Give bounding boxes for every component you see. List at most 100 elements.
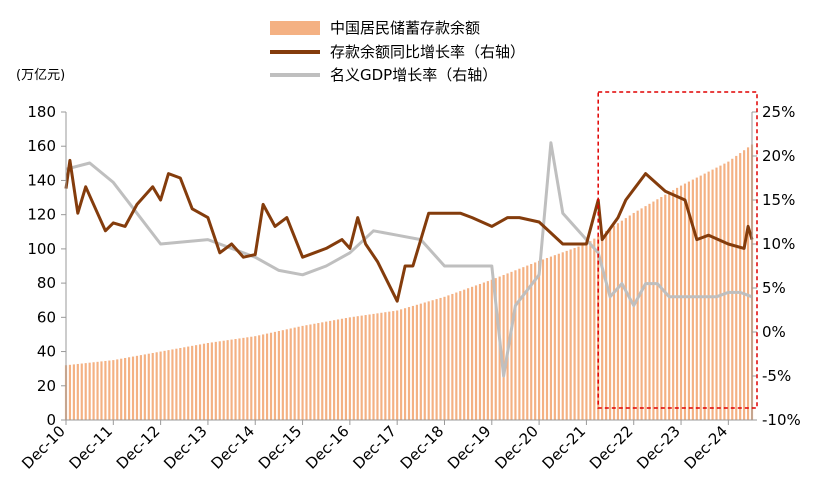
- deposit-bar: [147, 353, 150, 420]
- legend-label-deposit-growth: 存款余额同比增长率（右轴）: [330, 43, 525, 61]
- x-tick-label: Dec-11: [66, 422, 117, 473]
- deposit-bar: [561, 252, 564, 420]
- deposit-bar: [482, 282, 485, 420]
- x-tick-label: Dec-21: [539, 422, 590, 473]
- deposit-bar: [593, 238, 596, 420]
- deposit-bar: [636, 210, 639, 420]
- deposit-bar: [727, 161, 730, 420]
- deposit-bar: [84, 363, 87, 420]
- left-axis-unit: (万亿元): [16, 68, 65, 83]
- right-tick-label: 10%: [762, 235, 795, 253]
- left-tick-label: 0: [46, 411, 56, 429]
- deposit-bar: [396, 310, 399, 420]
- deposit-bar: [254, 336, 257, 420]
- deposit-bar: [293, 327, 296, 420]
- deposit-bar: [281, 330, 284, 420]
- deposit-bar: [608, 228, 612, 420]
- deposit-bar: [88, 362, 91, 420]
- deposit-bar: [171, 349, 174, 420]
- deposit-bar: [210, 342, 213, 420]
- deposit-bar: [581, 245, 584, 420]
- right-tick-label: 15%: [762, 191, 795, 209]
- deposit-bar: [455, 292, 458, 420]
- deposit-bar: [530, 264, 533, 420]
- legend-label-bars: 中国居民储蓄存款余额: [330, 19, 480, 37]
- deposit-balance-bars: [64, 144, 754, 421]
- deposit-bar: [463, 289, 466, 420]
- deposit-bar: [340, 318, 344, 420]
- deposit-bar: [541, 259, 545, 420]
- deposit-bar: [321, 322, 324, 420]
- deposit-bar: [167, 350, 170, 420]
- right-tick-label: 0%: [762, 323, 786, 341]
- deposit-bar: [553, 255, 556, 420]
- deposit-bar: [502, 274, 505, 420]
- x-tick-label: Dec-22: [586, 422, 637, 473]
- deposit-bar: [206, 343, 210, 420]
- x-tick-label: Dec-24: [681, 422, 732, 473]
- deposit-bar: [510, 271, 513, 420]
- deposit-bar: [344, 318, 348, 420]
- right-tick-label: -10%: [762, 411, 801, 429]
- deposit-bar: [202, 343, 206, 420]
- left-tick-label: 180: [27, 103, 56, 121]
- deposit-bar: [238, 338, 241, 420]
- deposit-bar: [336, 319, 340, 420]
- deposit-bar: [549, 256, 553, 420]
- deposit-bar: [309, 324, 312, 420]
- deposit-bar: [92, 362, 95, 420]
- legend-swatch-bars: [270, 21, 320, 35]
- deposit-bar: [392, 311, 395, 420]
- deposit-bar: [348, 317, 351, 420]
- deposit-bar: [226, 340, 229, 420]
- right-tick-label: -5%: [762, 367, 791, 385]
- deposit-bar: [660, 196, 663, 420]
- deposit-bar: [376, 313, 379, 420]
- left-tick-label: 100: [27, 240, 56, 258]
- deposit-bar: [439, 297, 442, 420]
- deposit-bar: [640, 208, 643, 420]
- deposit-bar: [301, 325, 304, 420]
- deposit-bar: [431, 300, 434, 420]
- deposit-bar: [108, 360, 111, 420]
- deposit-bar: [128, 357, 131, 420]
- deposit-bar: [672, 190, 675, 420]
- deposit-bar: [230, 339, 233, 420]
- deposit-bar: [372, 313, 375, 420]
- deposit-bar: [258, 335, 261, 420]
- left-tick-label: 40: [37, 343, 56, 361]
- deposit-bar: [715, 167, 718, 420]
- deposit-bar: [601, 233, 604, 420]
- deposit-bar: [116, 359, 119, 420]
- deposit-bar: [364, 315, 367, 420]
- x-tick-label: Dec-13: [160, 422, 211, 473]
- deposit-bar: [545, 258, 549, 420]
- deposit-bar: [735, 155, 738, 421]
- deposit-bar: [427, 301, 430, 420]
- deposit-bar: [423, 302, 426, 420]
- deposit-bar: [471, 286, 474, 420]
- deposit-bar: [242, 337, 245, 420]
- deposit-bar: [313, 323, 316, 420]
- deposit-bar: [534, 262, 537, 420]
- deposit-bar: [104, 360, 107, 420]
- deposit-bar: [360, 315, 363, 420]
- highlight-box: [597, 91, 758, 409]
- deposit-bar: [250, 336, 253, 420]
- deposit-bar: [652, 201, 655, 420]
- deposit-bar: [234, 339, 237, 420]
- deposit-bar: [163, 350, 166, 420]
- deposit-bar: [415, 304, 418, 420]
- deposit-bar: [411, 305, 415, 420]
- x-tick-label: Dec-23: [633, 422, 684, 473]
- x-tick-label: Dec-15: [255, 422, 306, 473]
- deposit-bar: [155, 352, 158, 420]
- deposit-bar: [214, 341, 217, 420]
- x-tick-label: Dec-18: [397, 422, 448, 473]
- x-tick-label: Dec-16: [302, 422, 353, 473]
- left-tick-label: 140: [27, 171, 56, 189]
- deposit-bar: [644, 206, 647, 420]
- deposit-bar: [573, 248, 576, 420]
- deposit-bar: [159, 351, 162, 420]
- deposit-bar: [76, 363, 79, 420]
